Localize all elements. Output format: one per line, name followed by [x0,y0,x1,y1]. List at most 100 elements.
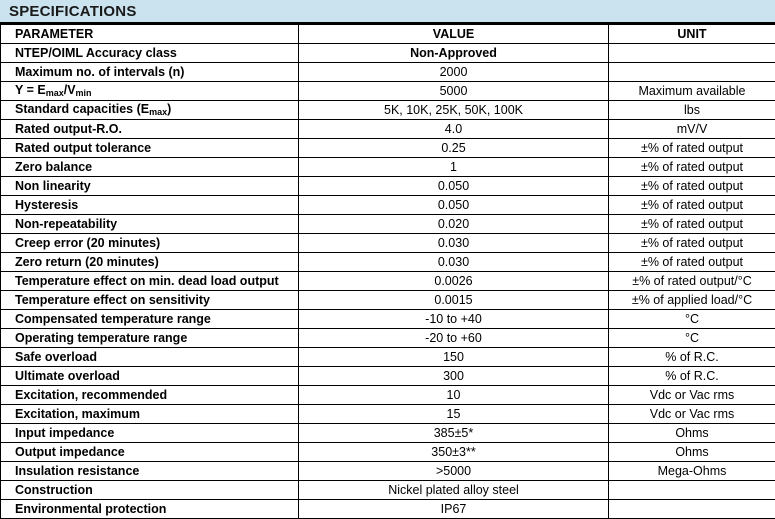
row-value-cell: 10 [299,386,609,405]
row-value-cell: 300 [299,367,609,386]
row-parameter-cell: NTEP/OIML Accuracy class [1,44,299,63]
row-value-cell: 0.25 [299,139,609,158]
row-unit-cell: °C [609,310,775,329]
row-parameter-cell: Environmental protection [1,500,299,519]
specifications-banner: SPECIFICATIONS [0,0,775,24]
row-unit-cell: Ohms [609,424,775,443]
table-row: Creep error (20 minutes)0.030±% of rated… [1,234,775,253]
row-value-cell: 5K, 10K, 25K, 50K, 100K [299,101,609,120]
row-unit-cell: Vdc or Vac rms [609,405,775,424]
row-unit-cell: ±% of rated output [609,215,775,234]
table-row: Operating temperature range-20 to +60°C [1,329,775,348]
column-header-value: VALUE [299,25,609,44]
row-unit-cell: ±% of rated output [609,196,775,215]
row-value-cell: 0.020 [299,215,609,234]
row-parameter-cell: Ultimate overload [1,367,299,386]
row-unit-cell: ±% of rated output [609,177,775,196]
page-title: SPECIFICATIONS [9,3,137,20]
row-value-cell: IP67 [299,500,609,519]
row-parameter-cell: Zero return (20 minutes) [1,253,299,272]
row-value-cell: 0.0015 [299,291,609,310]
row-unit-cell: Vdc or Vac rms [609,386,775,405]
row-value-cell: 2000 [299,63,609,82]
row-parameter-cell: Temperature effect on sensitivity [1,291,299,310]
row-value-cell: 350±3** [299,443,609,462]
row-unit-cell [609,63,775,82]
specifications-sheet: SPECIFICATIONS PARAMETER VALUE UNIT NTEP… [0,0,775,481]
row-unit-cell [609,44,775,63]
row-parameter-cell: Y = Emax/Vmin [1,82,299,101]
row-parameter-cell: Maximum no. of intervals (n) [1,63,299,82]
row-unit-cell: ±% of rated output [609,158,775,177]
row-unit-cell: ±% of rated output/°C [609,272,775,291]
row-parameter-cell: Insulation resistance [1,462,299,481]
row-value-cell: -20 to +60 [299,329,609,348]
row-unit-cell: ±% of rated output [609,139,775,158]
row-parameter-cell: Construction [1,481,299,500]
row-value-cell: 1 [299,158,609,177]
row-parameter-cell: Rated output tolerance [1,139,299,158]
row-parameter-cell: Compensated temperature range [1,310,299,329]
row-value-cell: 15 [299,405,609,424]
row-parameter-cell: Hysteresis [1,196,299,215]
row-parameter-cell: Creep error (20 minutes) [1,234,299,253]
row-value-cell: 150 [299,348,609,367]
row-parameter-cell: Rated output-R.O. [1,120,299,139]
row-unit-cell: °C [609,329,775,348]
table-row: Temperature effect on min. dead load out… [1,272,775,291]
row-unit-cell: mV/V [609,120,775,139]
row-parameter-cell: Non linearity [1,177,299,196]
row-unit-cell: % of R.C. [609,367,775,386]
row-unit-cell: ±% of applied load/°C [609,291,775,310]
table-header-row: PARAMETER VALUE UNIT [1,25,775,44]
row-value-cell: 385±5* [299,424,609,443]
row-unit-cell: lbs [609,101,775,120]
row-parameter-cell: Operating temperature range [1,329,299,348]
column-header-unit: UNIT [609,25,775,44]
table-row: Maximum no. of intervals (n)2000 [1,63,775,82]
row-value-cell: Nickel plated alloy steel [299,481,609,500]
row-parameter-cell: Output impedance [1,443,299,462]
row-parameter-cell: Temperature effect on min. dead load out… [1,272,299,291]
row-unit-cell: Maximum available [609,82,775,101]
row-value-cell: 0.0026 [299,272,609,291]
row-value-cell: Non-Approved [299,44,609,63]
row-value-cell: 0.030 [299,253,609,272]
row-unit-cell: % of R.C. [609,348,775,367]
row-unit-cell [609,500,775,519]
row-value-cell: -10 to +40 [299,310,609,329]
row-parameter-cell: Zero balance [1,158,299,177]
row-unit-cell: Ohms [609,443,775,462]
row-value-cell: 0.030 [299,234,609,253]
row-value-cell: >5000 [299,462,609,481]
specifications-table: PARAMETER VALUE UNIT NTEP/OIML Accuracy … [0,24,775,519]
row-unit-cell: ±% of rated output [609,253,775,272]
row-parameter-cell: Excitation, maximum [1,405,299,424]
table-row: Zero return (20 minutes)0.030±% of rated… [1,253,775,272]
row-unit-cell: ±% of rated output [609,234,775,253]
row-parameter-cell: Safe overload [1,348,299,367]
row-value-cell: 0.050 [299,196,609,215]
table-row: Compensated temperature range-10 to +40°… [1,310,775,329]
row-unit-cell [609,481,775,500]
row-parameter-cell: Standard capacities (Emax) [1,101,299,120]
column-header-parameter: PARAMETER [1,25,299,44]
row-unit-cell: Mega-Ohms [609,462,775,481]
